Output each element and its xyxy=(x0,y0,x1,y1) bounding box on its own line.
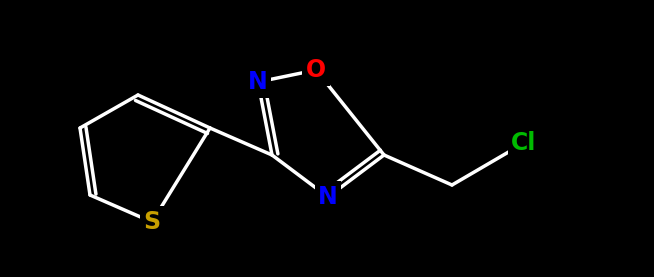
Text: Cl: Cl xyxy=(511,131,537,155)
Text: N: N xyxy=(318,185,338,209)
Text: S: S xyxy=(143,210,161,234)
Text: N: N xyxy=(248,70,268,94)
Text: O: O xyxy=(306,58,326,82)
